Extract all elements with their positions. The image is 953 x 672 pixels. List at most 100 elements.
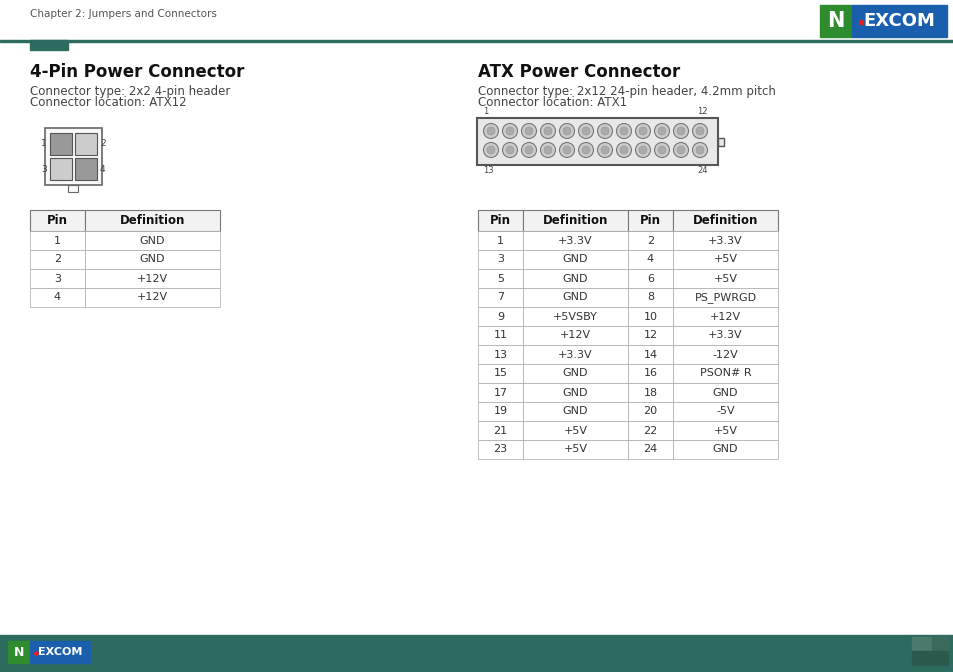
Bar [522,402,627,421]
Bar [69,185,78,192]
Text: 19: 19 [493,407,507,417]
Text: Definition: Definition [692,214,758,227]
Bar [522,288,627,307]
Text: PSON# R: PSON# R [699,368,751,378]
Bar [85,250,220,269]
Text: 10: 10 [643,312,657,321]
Text: +12V: +12V [559,331,591,341]
Circle shape [692,124,707,138]
Text: N: N [826,11,843,31]
Circle shape [543,127,552,135]
Circle shape [578,124,593,138]
Text: 15: 15 [493,368,507,378]
Bar [672,250,778,269]
Bar [477,326,522,345]
Text: Definition: Definition [120,214,185,227]
Circle shape [483,124,498,138]
Bar [477,288,522,307]
Bar [522,364,627,383]
Bar [30,288,85,307]
Circle shape [696,127,703,135]
Text: GND: GND [562,274,588,284]
Text: +3.3V: +3.3V [707,331,742,341]
Circle shape [658,146,665,154]
Circle shape [639,127,646,135]
Circle shape [486,146,495,154]
Bar [627,231,672,250]
Text: Connector type: 2x2 4-pin header: Connector type: 2x2 4-pin header [30,85,230,97]
Text: +5VSBY: +5VSBY [553,312,598,321]
Bar [672,210,778,231]
Circle shape [540,124,555,138]
Text: +5V: +5V [713,255,737,265]
Text: GND: GND [712,388,738,398]
Circle shape [616,124,631,138]
Bar [477,383,522,402]
Text: 14: 14 [642,349,657,360]
Bar [75,158,97,180]
Bar [30,250,85,269]
Text: 24: 24 [697,166,707,175]
Text: 24: 24 [642,444,657,454]
Text: 22: 22 [642,425,657,435]
Text: Connector location: ATX12: Connector location: ATX12 [30,97,187,110]
Text: 1: 1 [41,140,47,149]
Circle shape [673,124,688,138]
Text: +3.3V: +3.3V [558,349,592,360]
Bar [85,269,220,288]
Circle shape [600,146,608,154]
Bar [672,231,778,250]
Bar [627,383,672,402]
Text: 8: 8 [646,292,654,302]
Bar [718,138,723,146]
Bar [672,307,778,326]
Text: 4: 4 [646,255,654,265]
Bar [911,651,947,665]
Circle shape [505,146,514,154]
Text: 20: 20 [642,407,657,417]
Text: +5V: +5V [563,425,587,435]
Text: 2: 2 [646,235,654,245]
Bar [627,345,672,364]
Bar [477,440,522,459]
Bar [522,307,627,326]
Text: 4: 4 [100,165,106,173]
Circle shape [639,146,646,154]
Bar [931,637,947,651]
Bar [522,250,627,269]
Bar [522,345,627,364]
Bar [672,421,778,440]
Bar [50,133,71,155]
Bar [522,210,627,231]
Bar [0,635,953,672]
Bar [627,364,672,383]
Text: 3: 3 [41,165,47,173]
Bar [672,288,778,307]
Bar [522,421,627,440]
Bar [477,421,522,440]
Text: +5V: +5V [563,444,587,454]
Text: 3: 3 [497,255,503,265]
Text: 2: 2 [54,255,61,265]
Bar [627,250,672,269]
Bar [30,231,85,250]
Text: +12V: +12V [137,274,168,284]
Bar [30,210,85,231]
Circle shape [600,127,608,135]
Bar [627,307,672,326]
Text: 17: 17 [493,388,507,398]
Text: 13: 13 [482,166,493,175]
Circle shape [654,142,669,157]
Circle shape [654,124,669,138]
Bar [85,231,220,250]
Bar [8,641,30,663]
Text: EXCOM: EXCOM [38,647,82,657]
Bar [477,345,522,364]
Text: 11: 11 [493,331,507,341]
Text: Connector type: 2x12 24-pin header, 4.2mm pitch: Connector type: 2x12 24-pin header, 4.2m… [477,85,775,97]
Text: 9: 9 [497,312,503,321]
Circle shape [692,142,707,157]
Bar [672,383,778,402]
Text: 12: 12 [697,107,707,116]
Bar [75,133,97,155]
